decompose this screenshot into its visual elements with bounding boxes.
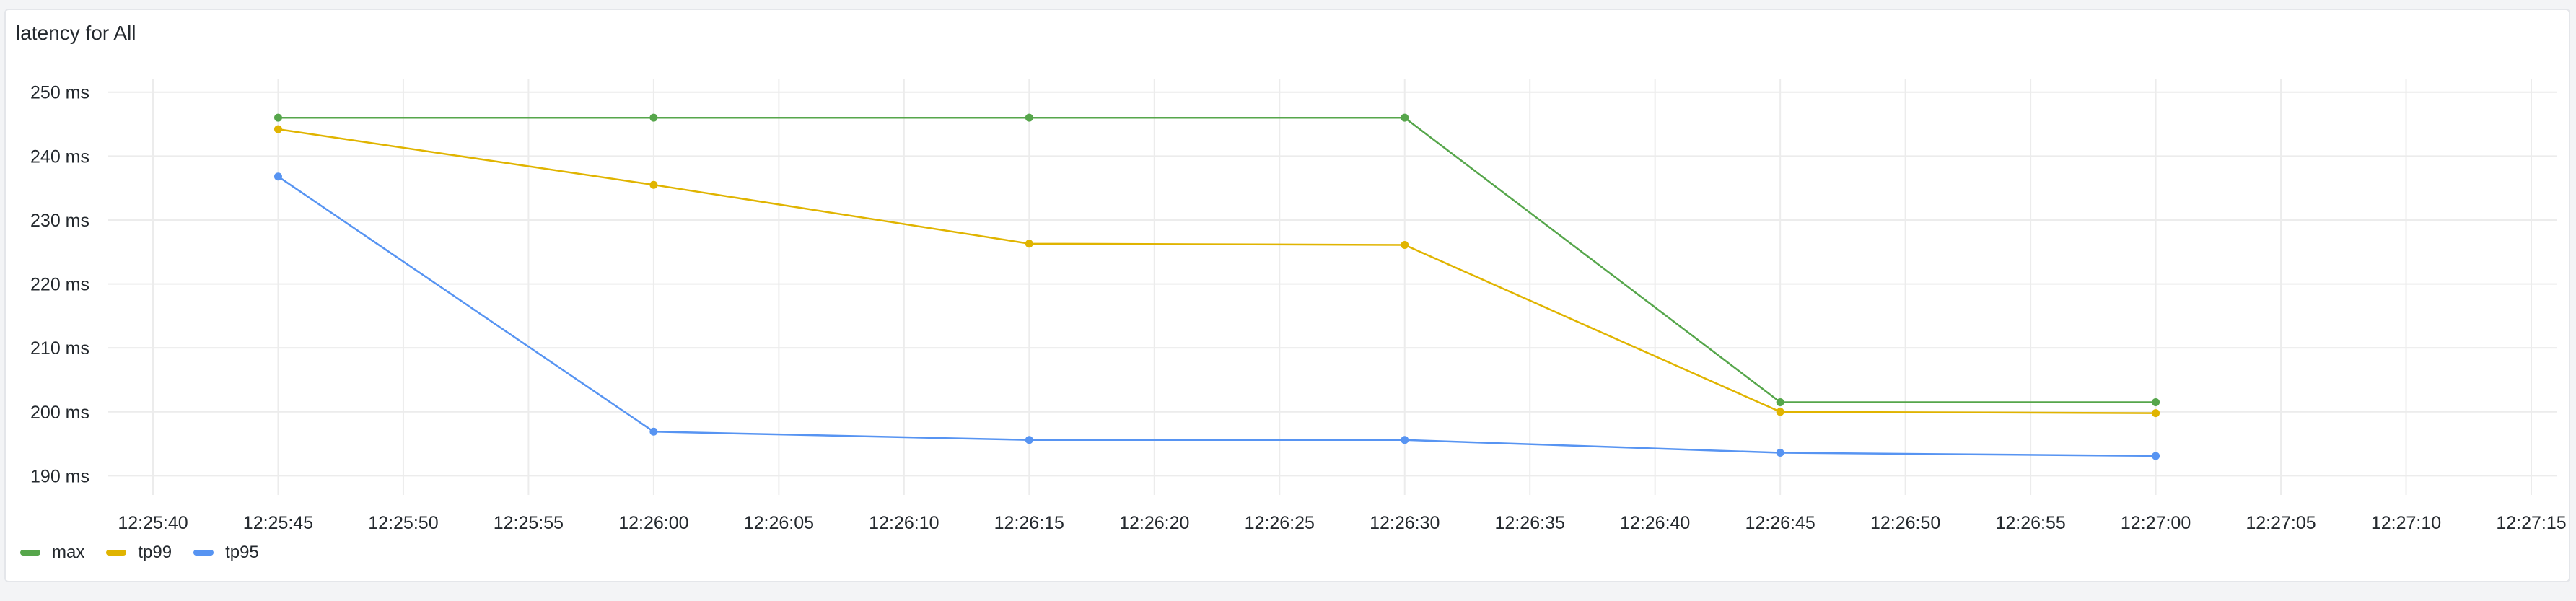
x-tick-label: 12:27:00 [2121, 513, 2191, 533]
data-point-max [649, 113, 658, 122]
y-tick-label: 250 ms [30, 83, 89, 103]
x-tick-label: 12:25:40 [118, 513, 188, 533]
y-tick-label: 190 ms [30, 466, 89, 486]
x-tick-label: 12:25:50 [368, 513, 438, 533]
data-point-tp99 [1025, 240, 1033, 248]
x-tick-label: 12:27:15 [2496, 513, 2566, 533]
x-tick-label: 12:26:45 [1745, 513, 1815, 533]
y-tick-label: 210 ms [30, 338, 89, 359]
x-tick-label: 12:26:05 [744, 513, 814, 533]
x-tick-label: 12:26:15 [994, 513, 1064, 533]
data-point-tp99 [2152, 409, 2160, 418]
x-tick-label: 12:26:30 [1370, 513, 1440, 533]
data-point-max [1025, 113, 1033, 122]
x-tick-label: 12:26:35 [1495, 513, 1565, 533]
series-line-tp95 [277, 175, 2156, 457]
legend-swatch [193, 550, 214, 556]
x-tick-label: 12:26:55 [1995, 513, 2065, 533]
data-point-max [1776, 398, 1784, 407]
data-point-max [1401, 113, 1409, 122]
legend-swatch [20, 550, 40, 556]
chart-panel [4, 9, 2570, 582]
panel-title: latency for All [16, 22, 136, 44]
y-tick-label: 240 ms [30, 146, 89, 167]
data-point-max [2152, 398, 2160, 407]
series-line-max [278, 116, 2156, 403]
legend-label: max [52, 543, 85, 562]
data-point-tp95 [1401, 436, 1409, 444]
series-line-tp99 [278, 128, 2156, 414]
y-tick-label: 220 ms [30, 275, 89, 295]
data-point-tp95 [649, 427, 658, 436]
x-tick-label: 12:26:20 [1119, 513, 1189, 533]
legend-label: tp99 [138, 543, 172, 562]
legend-item-max[interactable]: max [20, 543, 84, 563]
legend-item-tp99[interactable]: tp99 [106, 543, 172, 563]
y-tick-label: 200 ms [30, 403, 89, 423]
data-point-tp99 [1776, 408, 1784, 416]
legend-swatch [106, 550, 127, 556]
x-tick-label: 12:26:25 [1245, 513, 1315, 533]
data-point-tp95 [273, 172, 282, 181]
data-point-tp95 [1025, 436, 1033, 444]
x-tick-label: 12:25:45 [243, 513, 313, 533]
y-tick-label: 230 ms [30, 211, 89, 231]
x-tick-label: 12:27:05 [2246, 513, 2316, 533]
data-point-max [273, 113, 282, 122]
data-point-tp99 [273, 125, 282, 133]
x-tick-label: 12:25:55 [494, 513, 564, 533]
data-point-tp99 [649, 180, 658, 189]
x-tick-label: 12:26:50 [1870, 513, 1940, 533]
data-point-tp99 [1401, 241, 1409, 250]
data-point-tp95 [1776, 449, 1784, 457]
x-tick-label: 12:26:00 [618, 513, 688, 533]
x-tick-label: 12:27:10 [2371, 513, 2441, 533]
data-point-tp95 [2152, 452, 2160, 460]
legend-item-tp95[interactable]: tp95 [193, 543, 259, 563]
x-tick-label: 12:26:10 [869, 513, 939, 533]
chart-legend: max tp99 tp95 [20, 543, 259, 563]
legend-label: tp95 [225, 543, 259, 562]
x-tick-label: 12:26:40 [1620, 513, 1690, 533]
